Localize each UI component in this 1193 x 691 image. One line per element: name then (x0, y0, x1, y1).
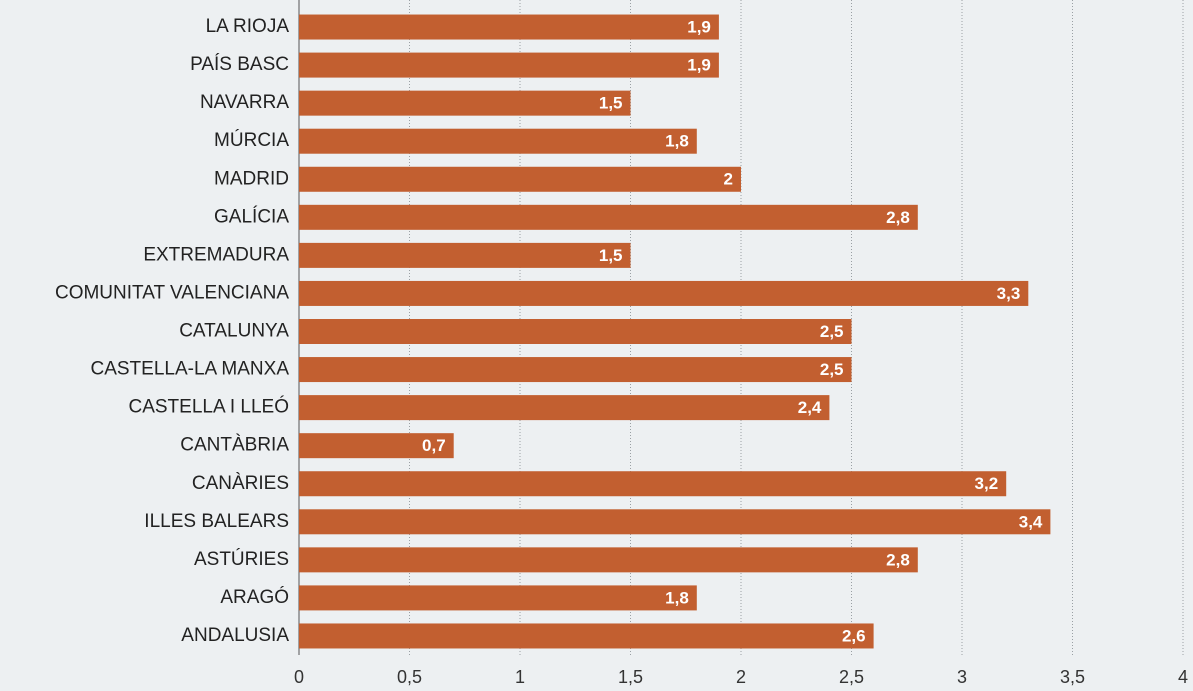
x-tick-label: 4 (1178, 667, 1188, 687)
x-tick-label: 1 (515, 667, 525, 687)
category-label: GALÍCIA (214, 206, 289, 227)
value-label: 0,7 (422, 436, 446, 455)
value-label: 1,8 (665, 132, 689, 151)
value-label: 2 (724, 170, 733, 189)
value-label: 2,8 (886, 550, 910, 569)
x-tick-label: 0 (294, 667, 304, 687)
value-label: 1,8 (665, 588, 689, 607)
x-tick-label: 0,5 (397, 667, 422, 687)
category-label: ARAGÓ (220, 586, 289, 608)
category-label: CATALUNYA (179, 321, 289, 342)
value-label: 3,2 (975, 474, 999, 493)
bar (299, 128, 697, 154)
value-label: 3,4 (1019, 512, 1043, 531)
bar (299, 357, 852, 383)
value-label: 1,9 (687, 18, 711, 37)
value-label: 2,8 (886, 208, 910, 227)
category-label: ANDALUSIA (181, 625, 289, 646)
bar (299, 319, 852, 344)
value-label: 3,3 (997, 284, 1021, 303)
x-tick-label: 1,5 (618, 667, 643, 687)
bar (299, 433, 454, 459)
category-label: PAÍS BASC (190, 54, 289, 75)
value-label: 2,5 (820, 360, 844, 379)
category-label: CANTÀBRIA (180, 435, 289, 456)
value-label: 1,5 (599, 94, 623, 113)
bar (299, 623, 874, 649)
bar (299, 280, 1029, 306)
x-tick-label: 2,5 (839, 667, 864, 687)
category-label: NAVARRA (200, 92, 289, 113)
bar (299, 166, 741, 192)
category-label: CASTELLA-LA MANXA (90, 359, 289, 380)
value-label: 1,5 (599, 246, 623, 265)
value-label: 2,5 (820, 322, 844, 341)
category-label: EXTREMADURA (143, 244, 289, 265)
category-label: MÚRCIA (214, 129, 289, 151)
x-tick-label: 3 (957, 667, 967, 687)
x-tick-label: 2 (736, 667, 746, 687)
bar (299, 395, 830, 421)
category-label: CASTELLA I LLEÓ (128, 396, 289, 418)
value-label: 1,9 (687, 56, 711, 75)
bar (299, 90, 631, 116)
value-label: 2,6 (842, 626, 866, 645)
bar (299, 585, 697, 611)
category-label: ILLES BALEARS (144, 511, 289, 532)
category-label: MADRID (214, 168, 289, 189)
bar (299, 471, 1007, 497)
bar (299, 14, 719, 40)
category-label: ASTÚRIES (194, 548, 289, 570)
category-label: CANÀRIES (192, 473, 289, 494)
bar (299, 509, 1051, 535)
bar (299, 52, 719, 78)
bar (299, 242, 631, 268)
x-tick-label: 3,5 (1060, 667, 1085, 687)
value-label: 2,4 (798, 398, 822, 417)
category-label: LA RIOJA (206, 16, 290, 37)
category-label: COMUNITAT VALENCIANA (55, 282, 289, 303)
bar (299, 204, 918, 230)
bar (299, 547, 918, 573)
